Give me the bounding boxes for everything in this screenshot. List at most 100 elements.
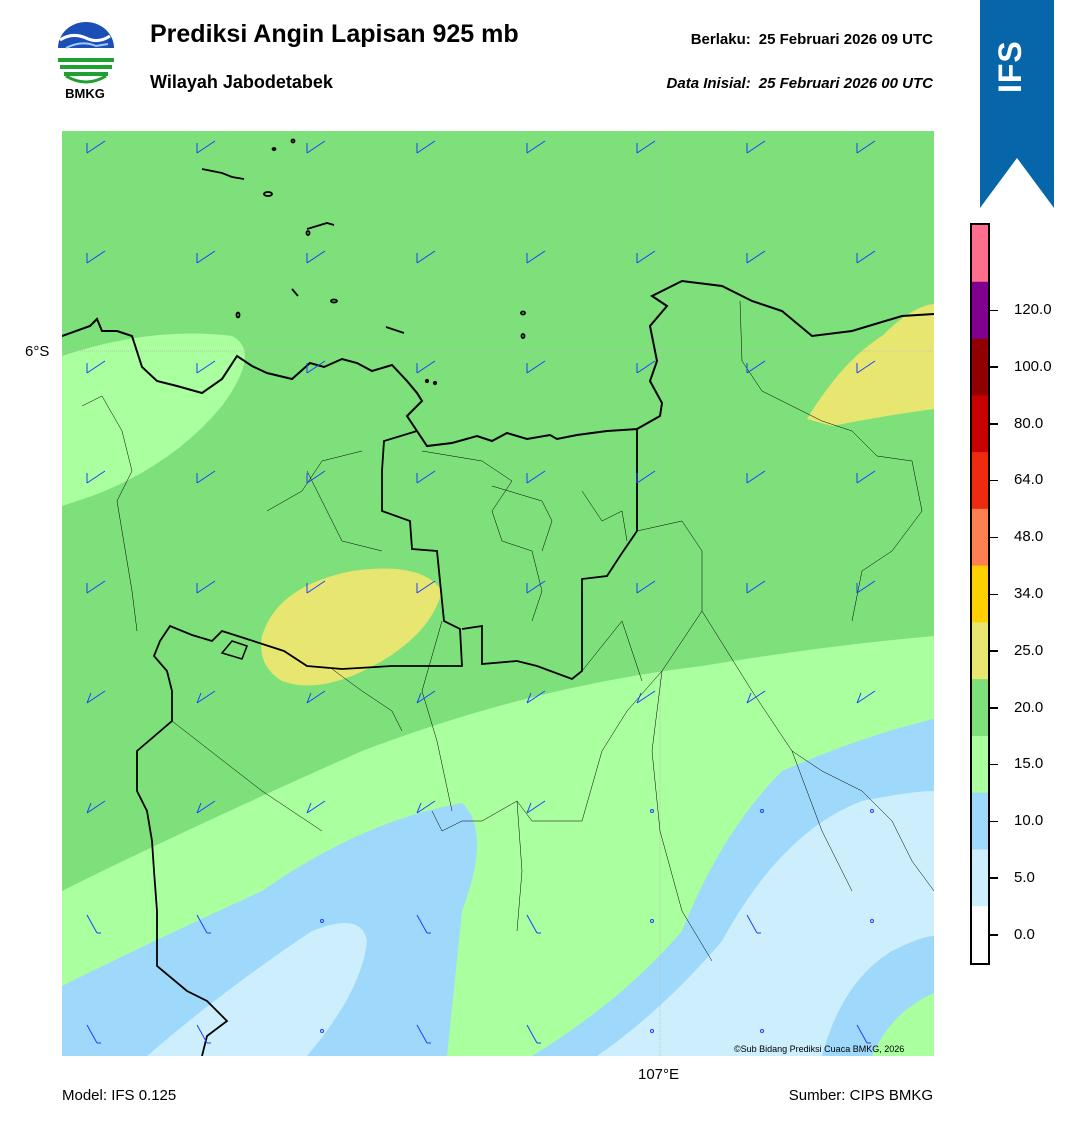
colorbar-segment <box>971 225 989 283</box>
colorbar-segment <box>971 679 989 737</box>
calm-wind-marker <box>870 809 874 813</box>
calm-wind-marker <box>650 1029 654 1033</box>
calm-wind-marker <box>760 809 764 813</box>
colorbar-segment <box>971 395 989 453</box>
wind-barb <box>86 580 106 594</box>
wind-barb <box>306 250 326 264</box>
colorbar-tick <box>990 593 998 595</box>
source-label: Sumber: CIPS BMKG <box>788 1087 933 1104</box>
init-time: Data Inisial: 25 Februari 2026 00 UTC <box>667 75 933 92</box>
wind-barb <box>416 250 436 264</box>
colorbar-tick-label: 34.0 <box>1014 585 1044 602</box>
wind-barb <box>306 140 326 154</box>
colorbar-tick-label: 100.0 <box>1014 357 1052 375</box>
colorbar-tick-label: 80.0 <box>1014 414 1044 432</box>
model-ribbon <box>980 0 1054 208</box>
wind-barb <box>636 140 656 154</box>
wind-barb <box>86 360 106 374</box>
wind-barb <box>196 1024 211 1044</box>
wind-barb <box>746 690 766 704</box>
wind-barb <box>856 360 876 374</box>
wind-barb <box>746 140 766 154</box>
wind-barb <box>636 250 656 264</box>
wind-barb <box>86 250 106 264</box>
colorbar-segment <box>971 338 989 396</box>
wind-barb <box>416 800 436 814</box>
colorbar-tick <box>990 423 998 425</box>
wind-barb <box>856 140 876 154</box>
colorbar-segment <box>971 906 989 964</box>
wind-barb <box>306 470 326 484</box>
wind-barb <box>196 360 216 374</box>
colorbar-segment <box>971 565 989 623</box>
wind-barb <box>746 914 761 934</box>
colorbar-tick-label: 120.0 <box>1014 301 1052 319</box>
shade-20-25-center <box>261 568 442 686</box>
wind-barb <box>306 800 326 814</box>
colorbar-tick-label: 48.0 <box>1014 528 1044 546</box>
colorbar-tick <box>990 763 998 766</box>
wind-barb <box>86 690 106 704</box>
colorbar-tick <box>990 650 998 652</box>
shade-0-5-se <box>597 791 934 1056</box>
wind-barb <box>526 914 541 934</box>
wind-barb <box>196 690 216 704</box>
colorbar-tick <box>990 877 998 879</box>
colorbar-segment <box>971 281 989 340</box>
colorbar-tick <box>990 309 998 312</box>
wind-barb <box>746 250 766 264</box>
province-border-loop <box>220 640 248 660</box>
calm-wind-marker <box>650 809 654 813</box>
wind-barb <box>306 690 326 704</box>
wind-barb <box>416 1024 431 1044</box>
wind-barb <box>746 580 766 594</box>
wind-barb <box>306 360 326 374</box>
wind-barb <box>416 470 436 484</box>
wind-barb <box>526 470 546 484</box>
colorbar-segment <box>971 792 989 850</box>
wind-barb <box>416 580 436 594</box>
wind-barb <box>856 1024 871 1044</box>
wind-barb <box>196 914 211 934</box>
colorbar-segment <box>971 452 989 510</box>
colorbar <box>970 223 990 965</box>
colorbar-tick <box>990 366 998 368</box>
copyright-note: ©Sub Bidang Prediksi Cuaca BMKG, 2026 <box>734 1044 905 1054</box>
model-badge: IFS <box>992 40 1028 94</box>
wind-barb <box>306 580 326 594</box>
wind-barb <box>856 250 876 264</box>
logo-text: BMKG <box>65 86 105 101</box>
wind-speed-map <box>62 131 934 1056</box>
province-border <box>136 430 463 1056</box>
valid-value: 25 Februari 2026 09 UTC <box>758 31 933 48</box>
longitude-label: 107°E <box>638 1066 680 1083</box>
wind-barb <box>526 250 546 264</box>
wind-barb <box>526 800 546 814</box>
colorbar-segment <box>971 622 989 680</box>
wind-barb <box>856 580 876 594</box>
colorbar-tick-label: 15.0 <box>1014 755 1044 773</box>
wind-barb <box>746 470 766 484</box>
colorbar-tick <box>990 934 998 936</box>
wind-barb <box>86 470 106 484</box>
wind-barb <box>86 914 101 934</box>
wind-barb <box>526 580 546 594</box>
colorbar-tick-label: 20.0 <box>1014 698 1044 716</box>
colorbar-tick <box>990 479 998 482</box>
latitude-label: 6°S <box>25 343 50 360</box>
colorbar-segment <box>971 849 989 907</box>
wind-barb <box>636 690 656 704</box>
calm-wind-marker <box>320 1029 324 1033</box>
model-label: Model: IFS 0.125 <box>62 1087 177 1104</box>
calm-wind-marker <box>650 919 654 923</box>
wind-barb <box>746 360 766 374</box>
init-value: 25 Februari 2026 00 UTC <box>758 75 933 92</box>
wind-barb <box>196 800 216 814</box>
wind-barb <box>636 470 656 484</box>
colorbar-tick-label: 25.0 <box>1014 641 1044 659</box>
wind-barb <box>856 690 876 704</box>
calm-wind-marker <box>320 919 324 923</box>
wind-barb <box>526 140 546 154</box>
shade-10-15-se-corner <box>872 993 934 1056</box>
valid-label: Berlaku: <box>690 31 751 48</box>
